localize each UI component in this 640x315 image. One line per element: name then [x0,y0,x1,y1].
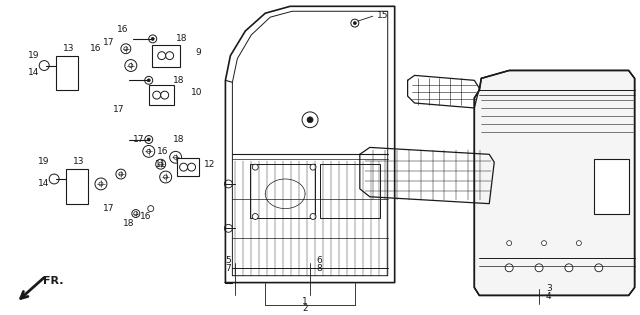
Circle shape [145,135,153,143]
Circle shape [302,112,318,128]
Circle shape [565,264,573,272]
Text: 18: 18 [173,135,184,144]
Circle shape [49,174,59,184]
Text: 4: 4 [546,292,552,301]
Circle shape [541,241,547,246]
Circle shape [159,162,163,166]
Circle shape [252,164,259,170]
Text: 14: 14 [28,68,39,77]
Circle shape [129,64,133,67]
Circle shape [116,169,126,179]
Text: 1: 1 [302,297,308,306]
Text: 18: 18 [173,76,184,85]
Text: 17: 17 [103,38,115,47]
Text: 3: 3 [546,284,552,293]
Text: 18: 18 [123,219,134,228]
Circle shape [148,35,157,43]
Circle shape [124,47,128,51]
Circle shape [132,209,140,217]
Text: 12: 12 [204,160,215,169]
Circle shape [164,175,168,179]
Circle shape [161,91,169,99]
Polygon shape [474,71,635,295]
Text: 13: 13 [74,157,85,166]
Circle shape [145,76,153,84]
Circle shape [577,241,581,246]
Circle shape [505,264,513,272]
Circle shape [95,178,107,190]
Circle shape [147,138,150,141]
Text: FR.: FR. [43,276,63,286]
Text: 15: 15 [377,11,388,20]
Circle shape [188,163,196,171]
Bar [56,56,78,90]
Circle shape [119,172,123,176]
Circle shape [507,241,511,246]
Circle shape [307,117,313,123]
Text: 14: 14 [38,180,49,188]
Text: 17: 17 [103,204,115,213]
Text: 17: 17 [113,106,125,114]
Text: 2: 2 [302,304,308,313]
Text: 16: 16 [90,44,102,53]
Text: 9: 9 [196,48,202,57]
Text: 13: 13 [63,44,75,53]
Circle shape [180,163,188,171]
Text: 17: 17 [133,135,145,144]
Text: 19: 19 [28,51,39,60]
Text: 10: 10 [191,88,202,97]
Text: 5: 5 [226,256,232,265]
Circle shape [134,212,138,215]
Circle shape [147,79,150,82]
Text: 7: 7 [226,264,232,273]
Text: 11: 11 [155,160,166,169]
Circle shape [535,264,543,272]
Bar [594,159,628,214]
Circle shape [148,206,154,212]
Text: 16: 16 [157,147,168,156]
Text: 16: 16 [140,212,152,221]
Circle shape [125,60,137,72]
Circle shape [151,37,154,40]
Bar [250,164,315,219]
Circle shape [310,164,316,170]
Text: 16: 16 [117,25,129,33]
Circle shape [173,155,178,159]
Circle shape [166,52,173,60]
Circle shape [351,19,359,27]
Bar [177,158,198,176]
Bar [152,45,180,66]
Circle shape [252,214,259,220]
Bar [66,169,88,204]
Circle shape [157,52,166,60]
Circle shape [143,146,155,157]
Circle shape [225,180,232,188]
Bar [148,85,173,105]
Circle shape [147,149,151,153]
Circle shape [160,171,172,183]
Text: 8: 8 [316,264,322,273]
Circle shape [99,182,103,186]
Text: 6: 6 [316,256,322,265]
Circle shape [156,159,166,169]
Circle shape [39,60,49,71]
Circle shape [310,214,316,220]
Text: 18: 18 [175,34,187,43]
Circle shape [170,152,182,163]
Circle shape [225,224,232,232]
Bar [320,164,380,219]
Circle shape [595,264,603,272]
Text: 19: 19 [38,157,49,166]
Circle shape [353,22,356,25]
Circle shape [153,91,161,99]
Circle shape [121,44,131,54]
